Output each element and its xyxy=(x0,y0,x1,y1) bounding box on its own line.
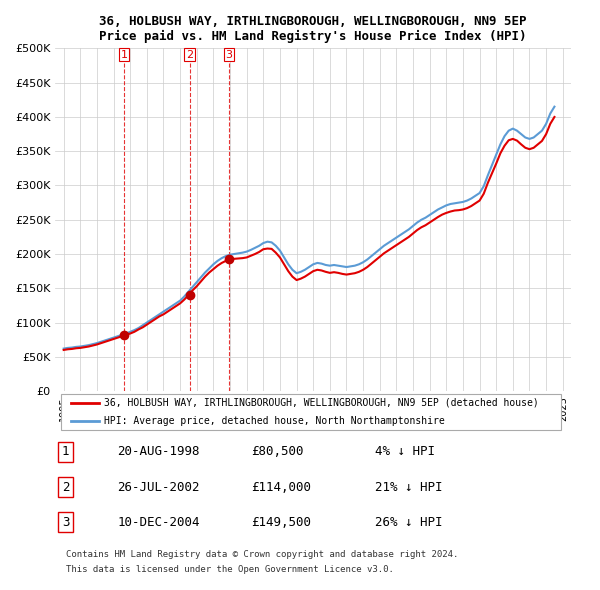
FancyBboxPatch shape xyxy=(61,394,561,430)
Text: £114,000: £114,000 xyxy=(251,480,311,493)
Text: 3: 3 xyxy=(226,50,233,60)
Text: 36, HOLBUSH WAY, IRTHLINGBOROUGH, WELLINGBOROUGH, NN9 5EP (detached house): 36, HOLBUSH WAY, IRTHLINGBOROUGH, WELLIN… xyxy=(104,398,539,408)
Text: 20-AUG-1998: 20-AUG-1998 xyxy=(117,445,200,458)
Text: 10-DEC-2004: 10-DEC-2004 xyxy=(117,516,200,529)
Text: Contains HM Land Registry data © Crown copyright and database right 2024.: Contains HM Land Registry data © Crown c… xyxy=(65,549,458,559)
Text: 1: 1 xyxy=(121,50,128,60)
Title: 36, HOLBUSH WAY, IRTHLINGBOROUGH, WELLINGBOROUGH, NN9 5EP
Price paid vs. HM Land: 36, HOLBUSH WAY, IRTHLINGBOROUGH, WELLIN… xyxy=(100,15,527,43)
Text: 26% ↓ HPI: 26% ↓ HPI xyxy=(375,516,443,529)
Text: £80,500: £80,500 xyxy=(251,445,304,458)
Text: 2: 2 xyxy=(62,480,70,493)
Text: 4% ↓ HPI: 4% ↓ HPI xyxy=(375,445,435,458)
Text: 1: 1 xyxy=(62,445,70,458)
Text: 3: 3 xyxy=(62,516,70,529)
Text: 26-JUL-2002: 26-JUL-2002 xyxy=(117,480,200,493)
Text: £149,500: £149,500 xyxy=(251,516,311,529)
Text: HPI: Average price, detached house, North Northamptonshire: HPI: Average price, detached house, Nort… xyxy=(104,416,445,425)
Text: 21% ↓ HPI: 21% ↓ HPI xyxy=(375,480,443,493)
Text: 2: 2 xyxy=(186,50,193,60)
Text: This data is licensed under the Open Government Licence v3.0.: This data is licensed under the Open Gov… xyxy=(65,565,394,574)
